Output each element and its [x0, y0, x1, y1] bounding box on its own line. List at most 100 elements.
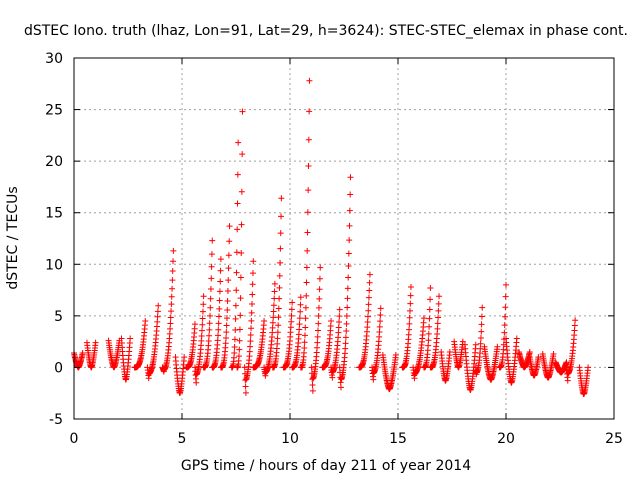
data-point [200, 293, 207, 300]
data-point [392, 352, 399, 359]
data-point [205, 338, 212, 345]
data-point [249, 301, 255, 308]
data-point [365, 301, 372, 308]
data-point [248, 325, 255, 332]
data-point [302, 324, 309, 331]
data-point [446, 348, 453, 355]
data-point [405, 331, 412, 338]
data-point [274, 335, 281, 342]
data-point [316, 275, 323, 282]
data-point [328, 318, 335, 325]
data-point [231, 350, 238, 357]
data-point [233, 287, 240, 294]
data-point [235, 353, 242, 360]
data-point [571, 322, 578, 329]
x-axis-label: GPS time / hours of day 211 of year 2014 [181, 458, 471, 474]
data-point [216, 297, 223, 304]
data-point [249, 270, 256, 277]
data-point [233, 269, 240, 276]
data-point [276, 295, 283, 302]
data-point [278, 213, 285, 220]
data-point [206, 332, 213, 339]
data-point [343, 313, 350, 320]
data-point [215, 332, 221, 339]
data-point [275, 305, 282, 312]
data-point [342, 345, 349, 352]
y-tick-label: 10 [45, 257, 63, 273]
data-point [309, 382, 316, 389]
data-point [181, 354, 188, 361]
data-point [427, 285, 434, 292]
data-point [345, 274, 352, 281]
data-point [142, 318, 149, 325]
data-point [407, 307, 413, 314]
data-point [154, 313, 161, 320]
data-point [269, 319, 276, 326]
data-point [225, 252, 232, 259]
data-point [406, 314, 413, 321]
data-point [364, 313, 371, 320]
data-point [502, 313, 509, 320]
data-point [239, 108, 246, 115]
data-point [585, 364, 592, 371]
data-point [314, 333, 321, 340]
data-point [275, 322, 282, 329]
data-point [336, 319, 343, 326]
data-point [564, 377, 571, 384]
data-point [425, 330, 432, 337]
data-point [377, 312, 384, 319]
data-point [526, 348, 533, 355]
data-point [248, 317, 255, 324]
data-point [277, 245, 284, 252]
data-point [407, 300, 414, 307]
data-point [215, 313, 222, 320]
data-point [342, 340, 349, 347]
data-point [270, 302, 277, 309]
data-point [309, 387, 316, 394]
y-tick-label: 15 [45, 206, 63, 222]
data-point [288, 318, 295, 325]
data-point [407, 283, 414, 290]
data-point [169, 285, 176, 292]
data-point [199, 321, 206, 328]
data-point [343, 320, 350, 327]
data-point [305, 136, 312, 143]
data-point [344, 304, 351, 311]
data-point [426, 315, 433, 322]
data-point [199, 308, 206, 315]
data-point [168, 293, 175, 300]
data-point [563, 359, 570, 366]
data-point [420, 315, 427, 322]
data-point [426, 323, 433, 330]
data-point [223, 329, 230, 336]
data-point [207, 286, 214, 293]
chart-title: dSTEC Iono. truth (lhaz, Lon=91, Lat=29,… [24, 23, 628, 39]
data-point [231, 336, 238, 343]
data-point [215, 320, 222, 327]
data-point [155, 302, 162, 309]
data-point [365, 307, 372, 314]
data-point [223, 322, 230, 329]
data-point [425, 342, 432, 349]
data-point [167, 325, 174, 332]
data-point [406, 320, 413, 327]
data-point [232, 315, 239, 322]
data-point [167, 314, 174, 321]
data-point [407, 292, 414, 299]
data-point [435, 307, 442, 314]
data-point [502, 293, 509, 300]
data-point [302, 304, 309, 311]
data-point [226, 238, 233, 245]
data-point [314, 344, 321, 351]
data-points [71, 77, 592, 398]
data-point [427, 296, 434, 303]
data-point [234, 200, 241, 207]
data-point [206, 320, 213, 327]
y-tick-label: 20 [45, 154, 63, 170]
data-point [216, 305, 223, 312]
data-point [370, 376, 377, 383]
data-point [289, 299, 296, 306]
data-point [208, 275, 215, 282]
data-point [435, 300, 442, 307]
